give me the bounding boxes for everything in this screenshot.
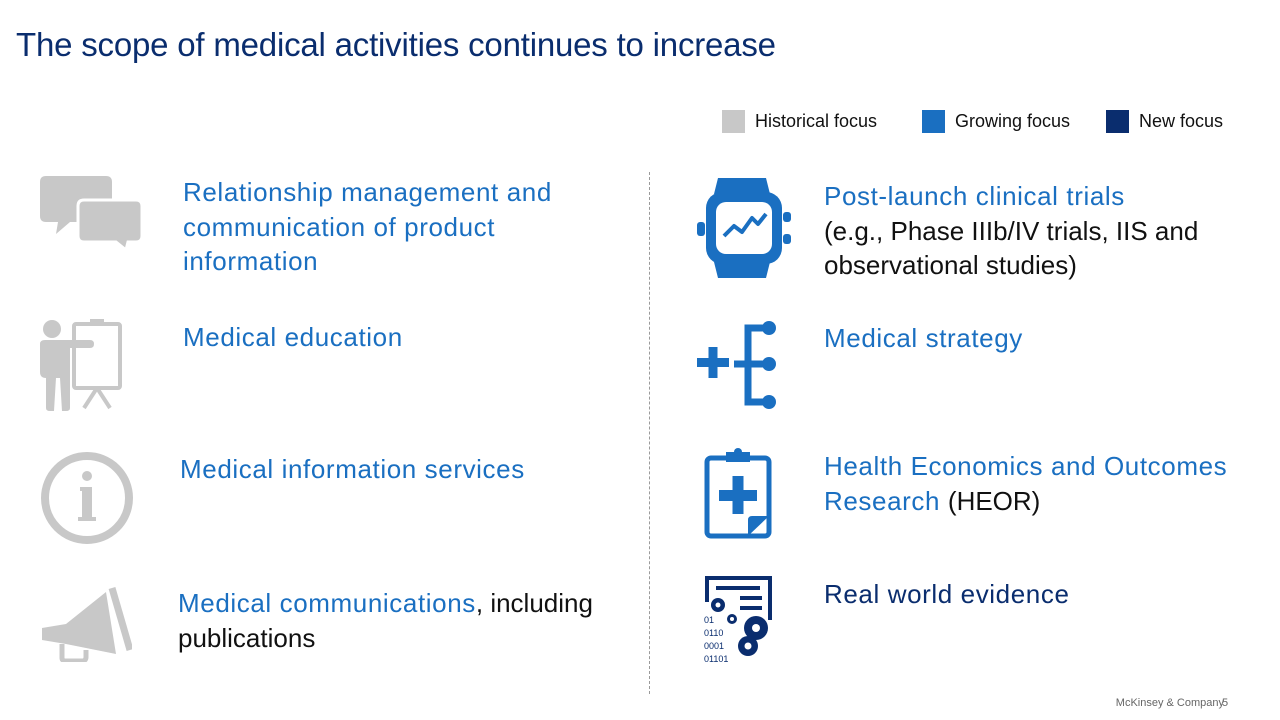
column-divider [649,172,650,694]
legend-swatch-growing [922,109,945,133]
footer-company: McKinsey & Company [1115,697,1224,709]
item-medical-communications: Medical communications, including public… [178,586,618,655]
item-highlight: Medical education [183,322,403,352]
chat-bubbles-icon [40,174,142,250]
item-highlight: Real world evidence [824,579,1070,609]
item-rest: (e.g., Phase IIIb/IV trials, IIS and obs… [824,215,1199,281]
item-post-launch-clinical-trials: Post-launch clinical trials (e.g., Phase … [824,179,1254,283]
item-rest: (HEOR) [947,485,1041,516]
item-medical-education: Medical education [183,320,623,355]
item-medical-information-services: Medical information services [180,452,620,487]
legend-label-new: New focus [1139,110,1224,131]
legend-item-growing: Growing focus [922,109,1070,133]
svg-text:01101: 01101 [704,654,728,664]
megaphone-icon [40,584,132,662]
item-real-world-evidence: Real world evidence [824,577,1254,612]
svg-text:0001: 0001 [704,641,724,651]
item-highlight: Health Economics and Outcomes Research [824,451,1228,516]
svg-text:01: 01 [704,615,714,625]
info-circle-icon [40,451,134,545]
clipboard-plus-icon [704,448,772,540]
data-gears-icon: 01 0110 0001 01101 [704,576,776,666]
legend-swatch-historical [722,109,745,133]
legend-item-historical: Historical focus [722,109,877,133]
legend-label-growing: Growing focus [955,110,1071,131]
item-relationship-management: Relationship management and communicatio… [183,175,623,279]
item-highlight: Medical information services [180,454,525,484]
item-medical-strategy: Medical strategy [824,321,1254,356]
plus-branch-icon [696,320,780,412]
smartwatch-chart-icon [696,178,792,278]
legend-swatch-new [1106,109,1129,133]
presenter-board-icon [40,318,124,412]
page-number: 5 [1222,697,1229,709]
legend-item-new: New focus [1106,109,1223,133]
svg-text:0110: 0110 [704,628,723,638]
page-title: The scope of medical activities continue… [16,26,776,63]
item-highlight: Medical strategy [824,323,1023,353]
item-highlight: Post-launch clinical trials [824,181,1125,211]
item-rest: , including publications [178,588,593,653]
item-highlight: Relationship management and communicatio… [183,177,552,276]
item-heor: Health Economics and Outcomes Research (… [824,449,1254,518]
legend-label-historical: Historical focus [755,110,878,131]
item-highlight: Medical communications [178,588,476,618]
